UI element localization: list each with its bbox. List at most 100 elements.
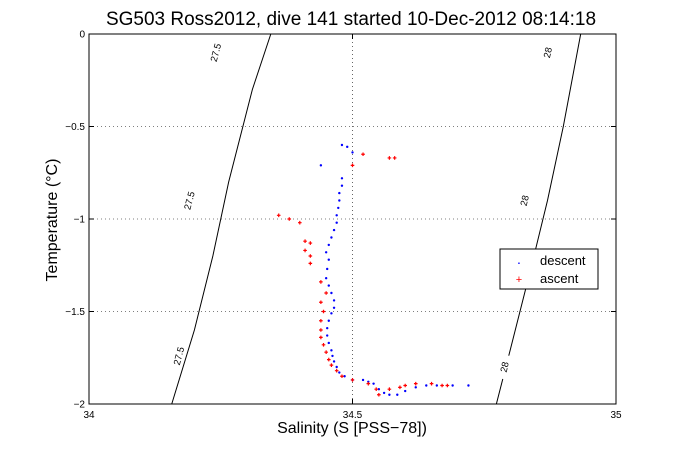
data-point-descent (335, 214, 338, 217)
legend-marker-descent: . (517, 251, 521, 267)
data-point-ascent (350, 378, 355, 382)
contour-label: 28 (519, 194, 532, 207)
data-point-descent (435, 384, 439, 387)
data-point-descent (337, 206, 340, 210)
data-point-ascent (334, 368, 339, 373)
data-point-descent (451, 384, 454, 387)
y-tick-label: −2 (74, 400, 86, 411)
data-point-ascent (319, 300, 323, 305)
contour-label-bg (169, 342, 188, 370)
data-point-descent (332, 306, 336, 309)
data-point-ascent (445, 383, 450, 388)
data-point-descent (467, 384, 470, 387)
data-point-descent (340, 184, 344, 187)
contour-label-bg (206, 39, 225, 66)
data-point-ascent (308, 254, 313, 258)
data-point-descent (361, 378, 365, 382)
data-point-descent (327, 243, 330, 247)
data-point-descent (343, 375, 346, 378)
data-point-descent (414, 386, 417, 389)
data-point-descent (330, 236, 333, 239)
axis-ticks: 34 34.5 35 −2 −1.5 −1 −0.5 0 (65, 30, 622, 422)
contour-label-bg (515, 187, 533, 214)
data-point-descent (330, 349, 333, 352)
data-point-ascent (321, 309, 326, 314)
data-point-ascent (440, 383, 444, 388)
data-point-descent (327, 341, 330, 345)
data-point-ascent (298, 220, 302, 225)
data-point-ascent (340, 374, 344, 379)
data-point-ascent (308, 261, 313, 266)
grid (89, 34, 616, 404)
data-point-ascent (321, 343, 326, 347)
data-point-descent (340, 143, 344, 147)
contour-label-bg (538, 39, 557, 66)
data-point-descent (330, 291, 333, 295)
data-point-ascent (308, 241, 313, 245)
contour-label: 27.5 (172, 346, 187, 367)
data-point-ascent (429, 381, 434, 386)
data-point-descent (326, 334, 329, 337)
data-point-ascent (387, 387, 392, 391)
data-point-descent (332, 360, 336, 363)
legend-marker-ascent: + (516, 274, 522, 286)
x-tick-label: 34.5 (343, 410, 363, 421)
density-contours: 27.5 27.5 27.5 28 28 28 (169, 33, 582, 405)
y-tick-label: −1 (74, 215, 86, 226)
data-point-ascent (350, 163, 355, 168)
data-point-ascent (377, 392, 381, 397)
data-point-descent (327, 284, 330, 287)
y-tick-label: −1.5 (65, 307, 85, 318)
data-point-ascent (287, 217, 292, 221)
y-tick-label: −0.5 (65, 122, 85, 133)
legend: . descent + ascent (499, 248, 599, 290)
data-point-descent (332, 299, 336, 302)
legend-label-ascent: ascent (540, 271, 579, 286)
data-point-descent (338, 371, 341, 374)
data-point-descent (319, 164, 323, 167)
data-point-descent (324, 251, 328, 254)
data-point-ascent (324, 350, 328, 354)
x-tick-label: 35 (610, 410, 622, 421)
data-point-descent (326, 326, 329, 330)
data-point-ascent (366, 381, 371, 386)
legend-label-descent: descent (540, 253, 586, 268)
data-point-ascent (319, 328, 323, 332)
data-point-descent (332, 228, 336, 232)
data-point-descent (396, 393, 399, 396)
data-point-descent (404, 389, 407, 393)
contour-label: 27.5 (209, 42, 224, 63)
y-tick-label: 0 (79, 30, 85, 41)
density-contour-line (171, 33, 272, 405)
data-point-ascent (319, 335, 323, 340)
data-point-descent (377, 388, 381, 391)
data-point-ascent (413, 381, 418, 386)
data-point-descent (326, 267, 329, 271)
legend-box (499, 248, 599, 290)
data-point-descent (335, 221, 338, 224)
y-axis-label: Temperature (°C) (44, 159, 61, 282)
data-point-ascent (326, 357, 331, 362)
data-point-descent (327, 258, 330, 261)
data-point-ascent (324, 291, 328, 295)
data-point-descent (327, 319, 330, 322)
data-point-descent (338, 199, 341, 202)
data-point-ascent (329, 363, 334, 367)
contour-label: 27.5 (182, 190, 197, 211)
data-point-descent (388, 393, 391, 396)
data-point-descent (382, 391, 386, 395)
data-point-ascent (392, 156, 397, 160)
data-point-descent (335, 365, 338, 369)
data-point-ascent (374, 387, 379, 391)
data-series (276, 143, 470, 397)
data-point-ascent (361, 152, 365, 157)
data-point-ascent (403, 383, 407, 388)
x-tick-label: 34 (83, 410, 95, 421)
data-point-descent (338, 191, 341, 195)
contour-label: 28 (542, 46, 555, 59)
data-point-descent (324, 277, 328, 280)
data-point-ascent (303, 248, 307, 253)
data-point-ascent (319, 280, 323, 284)
data-point-descent (330, 312, 333, 315)
